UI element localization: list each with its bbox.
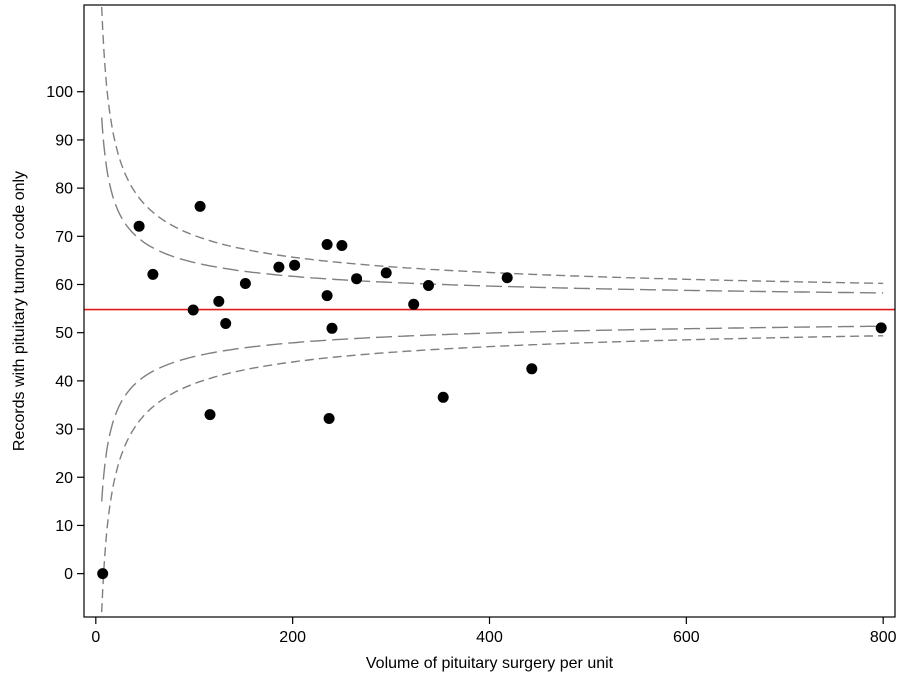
data-point [423, 280, 434, 291]
x-tick-label: 600 [673, 629, 700, 646]
data-point [147, 268, 159, 280]
x-tick-label: 200 [279, 629, 306, 646]
axis-layer: 0 200 400 600 800 0 10 20 30 40 50 60 70 80 90 100 [46, 84, 896, 646]
data-point [437, 391, 449, 403]
data-point [220, 318, 232, 329]
upper-inner-limit-line [101, 117, 884, 294]
plot-layer [84, 6, 895, 613]
y-tick-label: 20 [55, 470, 73, 487]
data-point [380, 267, 392, 279]
data-point [526, 363, 538, 375]
y-tick-label: 70 [55, 229, 73, 246]
lower-outer-limit-line [101, 335, 884, 613]
y-tick-label: 60 [55, 277, 73, 294]
y-axis-title: Records with pituitary tumour code only [11, 171, 28, 451]
data-point [351, 273, 363, 285]
y-tick-label: 0 [64, 566, 73, 583]
data-point [213, 295, 225, 307]
data-point [239, 278, 251, 289]
x-tick-label: 800 [870, 629, 897, 646]
x-tick-label: 400 [476, 629, 503, 646]
data-point [408, 298, 420, 310]
y-tick-label: 80 [55, 181, 73, 198]
data-point [326, 322, 338, 334]
data-point [273, 261, 285, 273]
y-tick-label: 10 [55, 518, 73, 535]
data-point [323, 413, 335, 424]
x-axis-title: Volume of pituitary surgery per unit [366, 655, 614, 672]
data-point [204, 409, 216, 421]
x-tick-label: 0 [91, 629, 100, 646]
data-point [336, 240, 348, 251]
data-point [289, 259, 301, 271]
data-point [875, 322, 887, 334]
data-point [194, 200, 206, 212]
data-point [501, 272, 513, 284]
y-tick-label: 30 [55, 422, 73, 439]
y-tick-label: 100 [46, 84, 73, 101]
upper-outer-limit-line [101, 6, 884, 285]
lower-inner-limit-line [101, 325, 884, 502]
data-point [187, 304, 199, 316]
data-point [321, 290, 333, 302]
data-point [133, 220, 145, 232]
y-tick-label: 90 [55, 132, 73, 149]
data-point [321, 239, 333, 250]
data-point [97, 568, 109, 580]
y-tick-label: 40 [55, 373, 73, 390]
y-tick-label: 50 [55, 325, 73, 342]
